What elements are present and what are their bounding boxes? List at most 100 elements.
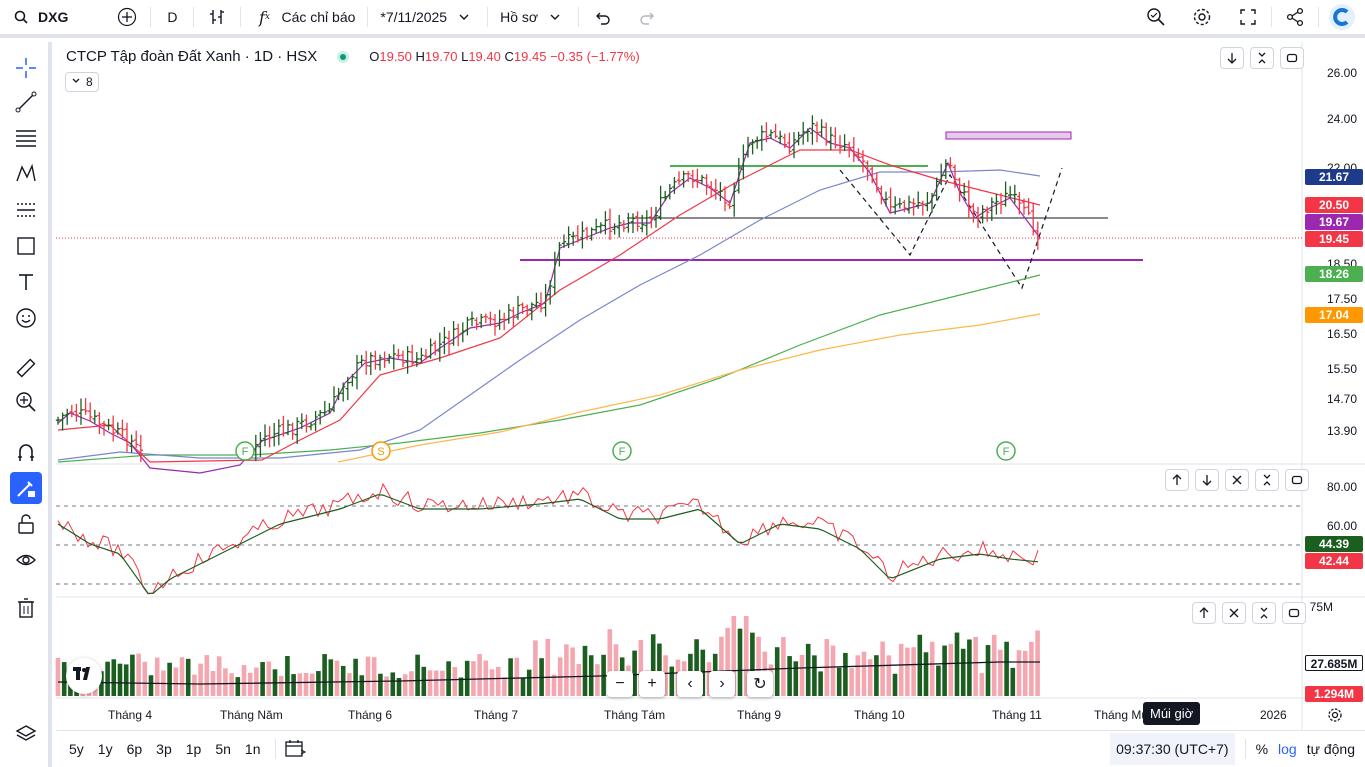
- collapse-pane-button[interactable]: [1252, 602, 1276, 624]
- collapse-pane-button[interactable]: [1255, 469, 1279, 491]
- fib-tool[interactable]: [10, 122, 42, 154]
- brand-logo[interactable]: [1319, 0, 1365, 34]
- profile-menu[interactable]: Hồ sơ: [488, 0, 578, 34]
- time-tick: Tháng Tám: [604, 708, 666, 722]
- price-tick: 16.50: [1326, 327, 1357, 341]
- divider: [1244, 739, 1246, 759]
- scroll-right-button[interactable]: ›: [709, 671, 735, 697]
- volume-bar: [353, 658, 358, 696]
- volume-bar: [123, 664, 129, 696]
- calendar-icon: [284, 739, 307, 761]
- range-5d[interactable]: 5n: [215, 741, 231, 757]
- interval-button[interactable]: D: [151, 0, 193, 34]
- layout-menu[interactable]: *7/11/2025: [368, 0, 487, 34]
- redo-icon: [637, 6, 659, 28]
- measure-tool[interactable]: [10, 352, 42, 384]
- volume-bar: [502, 677, 507, 696]
- time-tick: Tháng 6: [348, 708, 393, 722]
- volume-bar: [911, 647, 916, 696]
- range-1y[interactable]: 1y: [97, 741, 113, 757]
- close-pane-button[interactable]: [1225, 469, 1249, 491]
- range-6m[interactable]: 6p: [126, 741, 143, 757]
- text-tool[interactable]: [10, 266, 42, 298]
- lock-drawing-tool[interactable]: [10, 472, 42, 504]
- pattern-tool[interactable]: [10, 158, 42, 190]
- gear-icon: [1191, 6, 1213, 28]
- chevron-down-icon: [544, 6, 566, 28]
- log-toggle[interactable]: log: [1278, 741, 1297, 757]
- lock-all-tool[interactable]: [10, 508, 42, 540]
- goto-date-button[interactable]: [284, 738, 307, 761]
- shape-tool[interactable]: [10, 230, 42, 262]
- fullscreen-icon: [1237, 6, 1259, 28]
- close-pane-button[interactable]: [1222, 602, 1246, 624]
- symbol-search[interactable]: DXG: [0, 0, 80, 34]
- crosshair-tool[interactable]: [10, 52, 42, 84]
- volume-bar: [774, 647, 780, 696]
- hide-tool[interactable]: [10, 544, 42, 576]
- indicators-collapse-button[interactable]: 8: [65, 72, 99, 92]
- auto-scale-toggle[interactable]: tự động: [1306, 741, 1355, 757]
- smiley-icon: [15, 307, 37, 329]
- range-1d[interactable]: 1n: [244, 741, 261, 757]
- percent-toggle[interactable]: %: [1255, 741, 1269, 757]
- collapse-pane-button[interactable]: [1250, 47, 1274, 69]
- delete-tool[interactable]: [10, 592, 42, 624]
- emoji-tool[interactable]: [10, 302, 42, 334]
- scroll-left-button[interactable]: ‹: [677, 671, 703, 697]
- undo-button[interactable]: [579, 0, 625, 34]
- move-up-button[interactable]: [1192, 602, 1216, 624]
- move-up-button[interactable]: [1165, 469, 1189, 491]
- zoom-in-button[interactable]: +: [639, 671, 665, 697]
- volume-bar: [942, 645, 947, 696]
- zoom-search-icon: [1145, 6, 1167, 28]
- volume-bar: [830, 645, 836, 696]
- event-marker: [996, 441, 1016, 461]
- volume-bar: [477, 654, 482, 696]
- time-axis-settings-button[interactable]: [1327, 707, 1343, 728]
- trend-line-tool[interactable]: [10, 86, 42, 118]
- maximize-pane-button[interactable]: [1280, 47, 1304, 69]
- move-down-button[interactable]: [1195, 469, 1219, 491]
- volume-bar: [991, 634, 997, 696]
- pattern-dashed-line: [839, 167, 1063, 290]
- timezone-button[interactable]: 09:37:30 (UTC+7): [1110, 733, 1235, 765]
- compare-button[interactable]: [104, 0, 150, 34]
- move-down-button[interactable]: [1220, 47, 1244, 69]
- volume-bar: [551, 674, 557, 696]
- maximize-pane-button[interactable]: [1282, 602, 1306, 624]
- object-tree-tool[interactable]: [10, 718, 42, 750]
- range-3m[interactable]: 3p: [156, 741, 172, 757]
- range-5y[interactable]: 5y: [69, 741, 84, 757]
- quick-search-button[interactable]: [1133, 0, 1179, 34]
- settings-button[interactable]: [1179, 0, 1225, 34]
- chart-type-button[interactable]: [194, 0, 240, 34]
- share-button[interactable]: [1272, 0, 1318, 34]
- ma-200-line: [57, 274, 1041, 463]
- volume-bar: [979, 673, 985, 696]
- forecast-tool[interactable]: [10, 194, 42, 226]
- volume-bar: [260, 662, 265, 696]
- magnet-tool[interactable]: [10, 436, 42, 468]
- price-tick: 24.00: [1326, 112, 1357, 126]
- range-1m[interactable]: 1p: [185, 741, 202, 757]
- redo-button[interactable]: [625, 0, 671, 34]
- tradingview-logo[interactable]: [66, 658, 102, 694]
- maximize-pane-button[interactable]: [1285, 469, 1309, 491]
- volume-bar: [793, 661, 799, 696]
- divider: [275, 739, 277, 759]
- ma-price-label: 17.04: [1305, 307, 1363, 323]
- fullscreen-button[interactable]: [1225, 0, 1271, 34]
- volume-bar: [192, 674, 197, 696]
- volume-bar: [130, 654, 135, 696]
- volume-bar: [303, 672, 309, 696]
- reset-chart-button[interactable]: ↻: [747, 671, 773, 697]
- volume-bar: [266, 661, 272, 696]
- zoom-in-tool[interactable]: [10, 386, 42, 418]
- zoom-out-button[interactable]: −: [607, 671, 633, 697]
- volume-bar: [570, 647, 575, 696]
- volume-bar: [464, 660, 470, 696]
